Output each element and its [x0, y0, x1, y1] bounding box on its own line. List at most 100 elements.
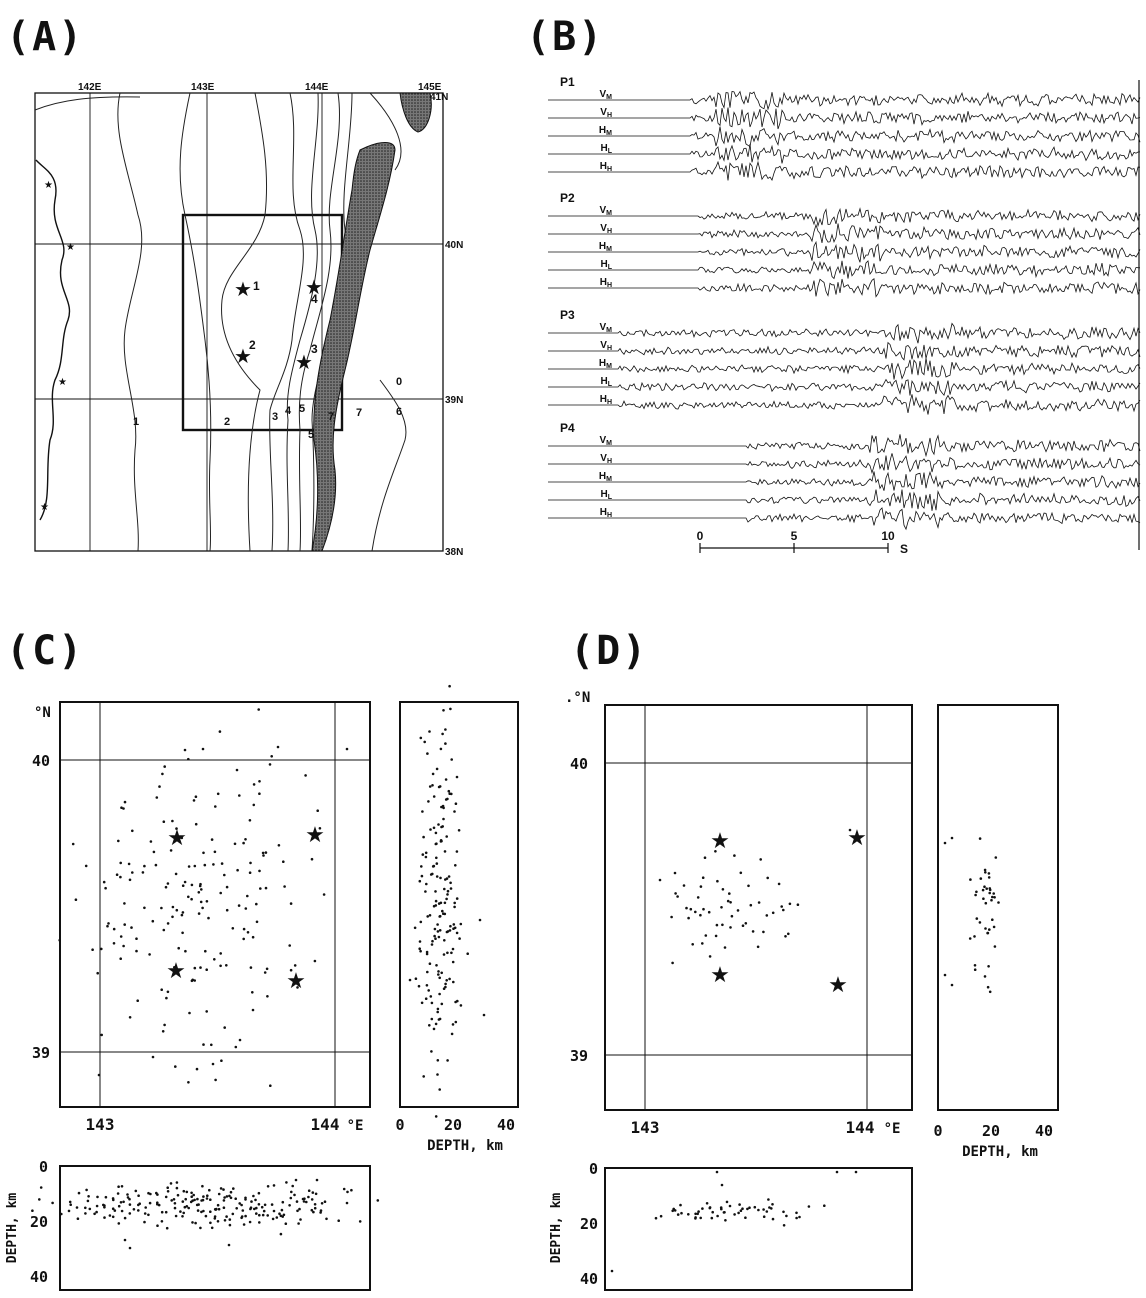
- lat-label-38: 38N: [445, 547, 463, 558]
- event-dot: [422, 1075, 426, 1078]
- event-dot: [119, 875, 122, 879]
- event-dot: [242, 1223, 246, 1226]
- event-dot: [181, 1200, 185, 1203]
- event-dot: [753, 1205, 757, 1209]
- event-dot: [993, 945, 997, 948]
- event-dot: [156, 1193, 159, 1196]
- event-dot: [275, 1216, 279, 1219]
- event-dot: [251, 935, 255, 939]
- event-dot: [174, 1214, 178, 1218]
- event-dot: [968, 937, 972, 940]
- event-dot: [973, 964, 977, 967]
- event-dot: [272, 1209, 276, 1213]
- event-dot: [807, 1205, 811, 1208]
- event-dot: [229, 1196, 233, 1200]
- event-dot: [770, 1207, 773, 1210]
- event-dot: [225, 885, 229, 889]
- channel-label: VH: [600, 453, 612, 465]
- lon-label-145: 145E: [418, 82, 442, 93]
- channel-label: HM: [599, 358, 612, 370]
- event-dot: [181, 911, 185, 914]
- event-dot: [438, 785, 442, 788]
- event-dot: [158, 785, 161, 788]
- event-dot: [176, 1193, 180, 1197]
- event-dot: [313, 1203, 317, 1206]
- event-dot: [984, 871, 987, 874]
- event-dot: [746, 1207, 749, 1211]
- event-dot: [254, 902, 258, 906]
- event-dot: [183, 880, 187, 884]
- lat-unit-d: .°N: [565, 690, 590, 706]
- event-dot: [431, 872, 434, 876]
- seismic-trace: [548, 223, 1141, 243]
- event-dot: [696, 896, 700, 899]
- event-dot: [427, 989, 431, 992]
- seismic-trace: [548, 394, 1141, 415]
- event-dot: [166, 1190, 170, 1193]
- event-dot: [658, 878, 662, 882]
- event-dot: [439, 747, 443, 751]
- event-dot: [210, 1043, 213, 1047]
- event-dot: [426, 970, 429, 974]
- event-dot: [281, 1215, 285, 1218]
- event-dot: [249, 1207, 252, 1211]
- event-dot: [453, 905, 456, 909]
- event-dot: [271, 1217, 275, 1221]
- event-dot: [190, 979, 194, 983]
- event-dot: [251, 1008, 255, 1012]
- event-dot: [420, 865, 423, 868]
- event-dot: [291, 1184, 295, 1188]
- event-dot: [196, 1209, 200, 1212]
- event-dot: [154, 863, 158, 867]
- event-dot: [450, 1032, 454, 1036]
- event-dot: [694, 910, 697, 914]
- event-dot: [983, 975, 987, 978]
- event-dot: [298, 1207, 301, 1211]
- trench-shaded: [311, 142, 396, 552]
- event-dot: [439, 901, 443, 905]
- event-dot: [135, 949, 138, 953]
- event-dot: [264, 851, 268, 854]
- event-dot: [943, 841, 947, 845]
- event-dot: [739, 871, 743, 875]
- event-dot: [993, 896, 996, 899]
- event-dot: [447, 789, 451, 793]
- event-dot: [188, 1011, 191, 1015]
- event-dot: [435, 862, 439, 865]
- event-dot: [442, 987, 446, 990]
- event-dot: [450, 951, 453, 955]
- event-dot: [190, 1195, 193, 1198]
- event-dot: [425, 950, 429, 954]
- event-dot: [242, 937, 245, 941]
- station-label-4: 4: [311, 292, 318, 306]
- event-dot: [987, 965, 990, 968]
- event-dot: [453, 901, 457, 905]
- event-dot: [988, 990, 992, 994]
- event-dot: [434, 937, 437, 940]
- panel-label-b: (B): [526, 14, 605, 60]
- event-dot: [293, 964, 297, 967]
- event-dot: [207, 916, 210, 920]
- event-dot: [162, 928, 166, 932]
- event-dot: [438, 1017, 442, 1021]
- seismic-trace: [548, 434, 1141, 458]
- seismic-trace: [548, 470, 1141, 491]
- event-dot: [429, 828, 432, 831]
- event-dot: [434, 904, 438, 907]
- event-dot: [323, 1200, 327, 1203]
- event-dot: [95, 1210, 98, 1214]
- event-dot: [310, 857, 314, 861]
- event-dot: [166, 990, 170, 994]
- event-dot: [242, 841, 245, 845]
- event-dot: [432, 795, 436, 798]
- event-dot: [227, 1243, 231, 1247]
- event-dot: [747, 884, 750, 888]
- event-dot: [222, 1206, 226, 1209]
- event-dot: [276, 745, 280, 749]
- event-dot: [431, 784, 434, 787]
- event-dot: [432, 1027, 436, 1031]
- lat-tick-40-c: 40: [32, 752, 50, 770]
- seismic-trace: [548, 144, 1141, 164]
- event-dot: [687, 1213, 690, 1216]
- event-dot: [262, 1209, 266, 1213]
